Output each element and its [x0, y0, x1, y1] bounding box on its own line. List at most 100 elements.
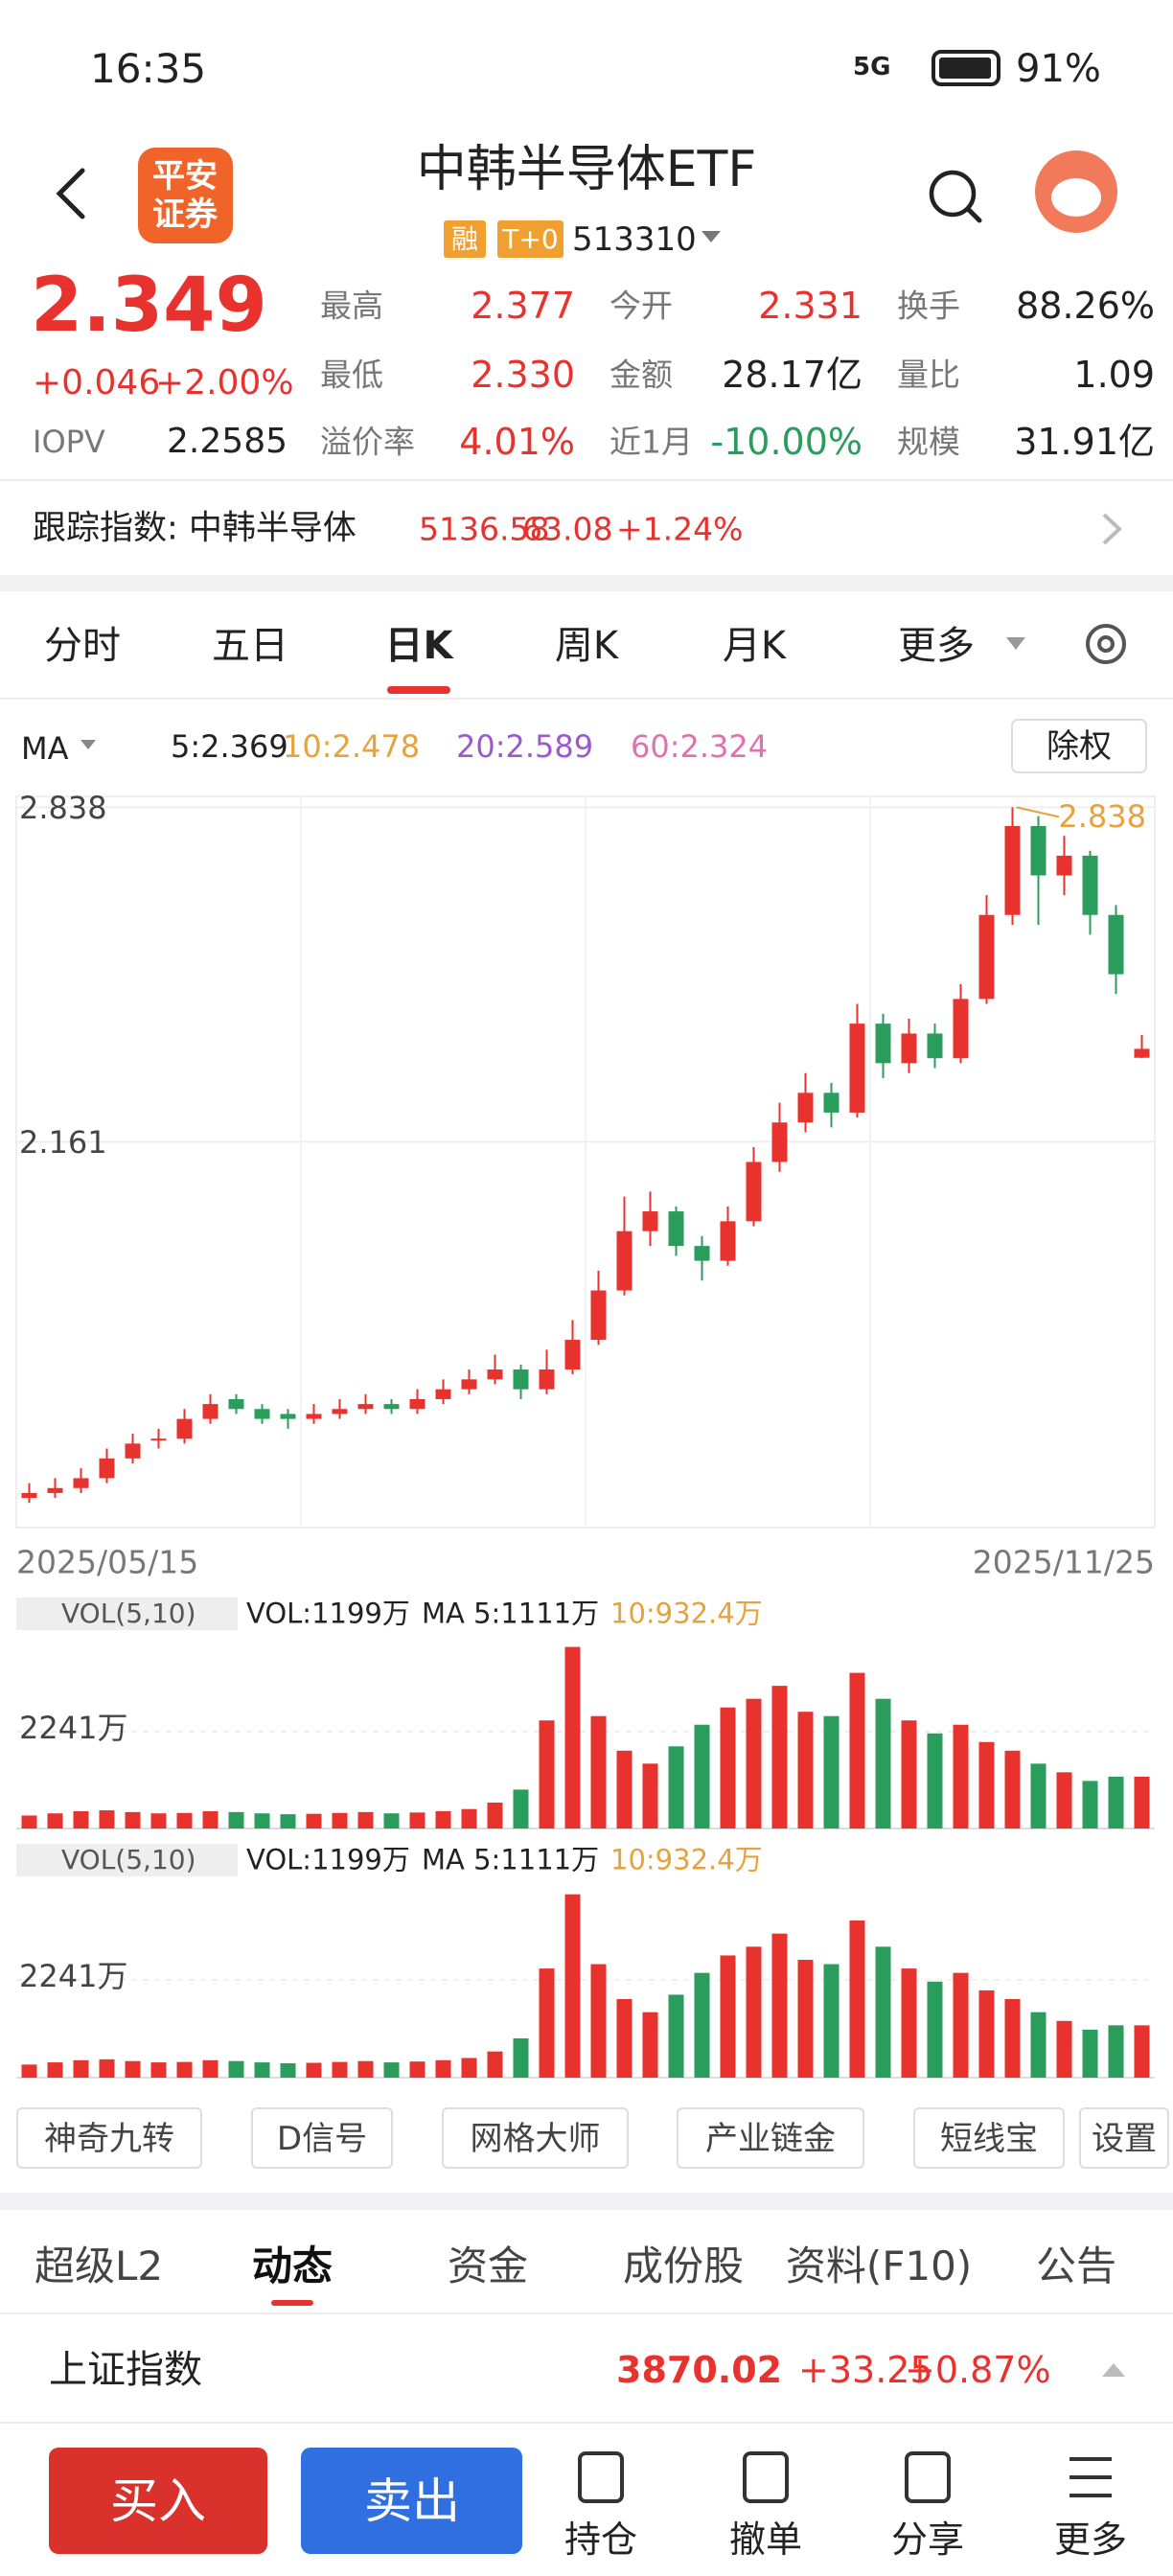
- info-tab[interactable]: 动态: [251, 2242, 334, 2289]
- volume-bar: [901, 1720, 917, 1828]
- chart-tab[interactable]: 五日: [212, 624, 288, 668]
- settings-icon[interactable]: [1086, 624, 1126, 664]
- volume-bar: [564, 1646, 581, 1828]
- divider: [0, 479, 1173, 481]
- volume-bar: [383, 2062, 400, 2078]
- x-end-label: 2025/11/25: [972, 1543, 1155, 1581]
- tool-label: 网格大师: [470, 2120, 601, 2158]
- volume-bar: [539, 1968, 555, 2078]
- iopv-value: 2.2585: [167, 422, 288, 461]
- dropdown-icon[interactable]: [80, 740, 96, 749]
- candle-body: [306, 1414, 322, 1419]
- y-tick-label: 2241万: [19, 1709, 128, 1746]
- stat-label: 最低: [320, 356, 383, 394]
- volume-bar: [927, 1981, 943, 2078]
- logo[interactable]: [138, 148, 233, 243]
- tool-label: 神奇九转: [44, 2120, 174, 2158]
- divider: [0, 2312, 1173, 2314]
- index-value: 3870.02: [616, 2349, 783, 2391]
- volume-bar: [616, 1750, 632, 1828]
- stat-label: 换手: [897, 287, 960, 325]
- tool-button[interactable]: [913, 2107, 1065, 2169]
- expand-icon[interactable]: [1102, 2363, 1125, 2377]
- volume-bar: [746, 1698, 762, 1828]
- info-tab[interactable]: 资料(F10): [785, 2242, 973, 2289]
- candle-body: [176, 1418, 193, 1439]
- buy-button[interactable]: [49, 2448, 267, 2554]
- tool-button[interactable]: [442, 2107, 629, 2169]
- chart-tab[interactable]: 周K: [554, 624, 619, 668]
- volume-bar: [409, 2061, 426, 2078]
- battery-icon: [932, 50, 1000, 86]
- tracking-change: 63.08: [522, 510, 613, 548]
- candle-body: [99, 1458, 115, 1479]
- adjust-button[interactable]: [1011, 719, 1147, 773]
- sell-button[interactable]: [301, 2448, 522, 2554]
- chart-tab[interactable]: 更多: [898, 624, 975, 668]
- search-icon-handle: [965, 206, 982, 223]
- vol-ma5: MA 5:1111万: [422, 1843, 600, 1876]
- volume-bar: [487, 2051, 503, 2078]
- volume-bar: [21, 2064, 37, 2078]
- stat-label: 溢价率: [320, 423, 415, 461]
- y-tick-label: 2.161: [19, 1124, 107, 1162]
- volume-bar: [47, 1813, 63, 1828]
- candle-body: [21, 1492, 37, 1499]
- indicator-name[interactable]: VOL(5,10): [61, 1844, 196, 1875]
- search-icon[interactable]: [929, 170, 977, 218]
- action-label[interactable]: 持仓: [564, 2518, 638, 2561]
- action-label[interactable]: 分享: [890, 2518, 965, 2561]
- stat-label: 金额: [610, 356, 673, 394]
- tool-button[interactable]: [251, 2107, 393, 2169]
- stat-label: 今开: [610, 287, 673, 325]
- badge: [444, 220, 486, 258]
- buy-label[interactable]: 买入: [110, 2473, 206, 2529]
- candle-body: [1056, 855, 1072, 876]
- price: 2.349: [31, 263, 267, 349]
- volume-bar: [978, 1741, 995, 1828]
- candle-body: [746, 1162, 762, 1222]
- high-label: 2.838: [1058, 798, 1146, 836]
- tool-button[interactable]: [677, 2107, 864, 2169]
- volume-bar: [1004, 1999, 1021, 2078]
- volume-bar: [694, 1972, 710, 2078]
- stat-label: 量比: [897, 356, 960, 394]
- indicator-name[interactable]: VOL(5,10): [61, 1598, 196, 1629]
- candle-body: [590, 1290, 607, 1341]
- volume-bar: [1056, 2020, 1072, 2078]
- volume-bar: [73, 1810, 89, 1828]
- header-title: 中韩半导体ETF: [416, 141, 757, 198]
- volume-bar: [771, 1686, 788, 1828]
- action-label[interactable]: 更多: [1053, 2518, 1128, 2561]
- chart-tab[interactable]: 月K: [722, 624, 787, 668]
- indicator-box[interactable]: [16, 1598, 238, 1630]
- chevron-icon[interactable]: [1102, 513, 1122, 545]
- info-tab[interactable]: 公告: [1035, 2242, 1117, 2289]
- volume-bar: [823, 1964, 840, 2078]
- volume-bar: [228, 1811, 244, 1828]
- tool-button[interactable]: [16, 2107, 202, 2169]
- action-label[interactable]: 撤单: [728, 2518, 803, 2561]
- y-tick-label: 2.838: [19, 790, 107, 827]
- back-icon[interactable]: [56, 168, 85, 219]
- sell-label[interactable]: 卖出: [364, 2473, 460, 2529]
- volume-bar: [125, 1811, 141, 1828]
- dropdown-icon[interactable]: [702, 231, 721, 242]
- indicator-box[interactable]: [16, 1844, 238, 1876]
- tool-button[interactable]: [1079, 2107, 1169, 2169]
- badge-text: T+0: [502, 223, 559, 255]
- volume-bar: [357, 2060, 374, 2078]
- volume-bar: [1134, 1776, 1150, 1828]
- chart-tab[interactable]: 日K: [384, 624, 453, 668]
- ma-item: 20:2.589: [456, 728, 594, 765]
- chart-tab[interactable]: 分时: [44, 624, 121, 668]
- status-time: 16:35: [90, 45, 207, 92]
- info-tab[interactable]: 成份股: [622, 2242, 745, 2289]
- volume-bar: [694, 1724, 710, 1828]
- candle-body: [901, 1033, 917, 1064]
- dropdown-icon[interactable]: [1006, 637, 1025, 650]
- volume-bar: [590, 1964, 607, 2078]
- info-tab[interactable]: 资金: [447, 2242, 529, 2289]
- adjust-label[interactable]: 除权: [1046, 727, 1112, 766]
- info-tab[interactable]: 超级L2: [34, 2242, 164, 2289]
